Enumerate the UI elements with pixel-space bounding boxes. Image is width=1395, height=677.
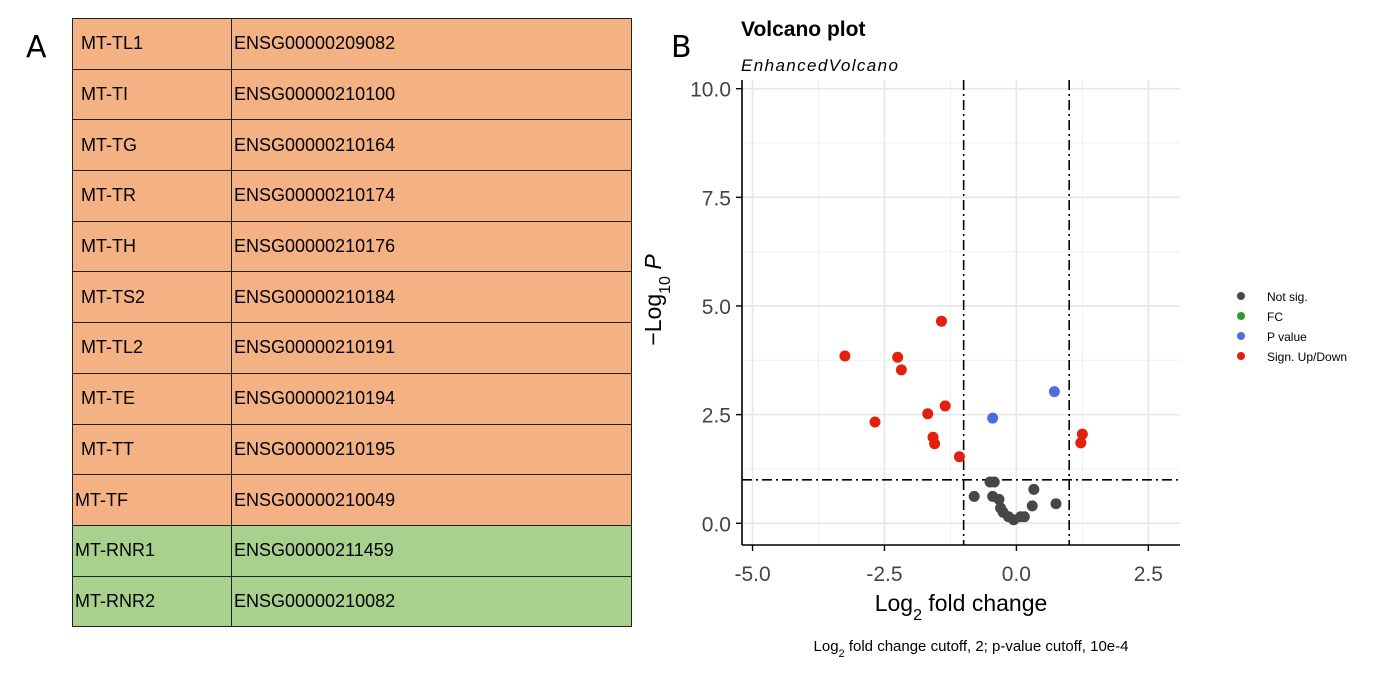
y-tick-label: 10.0 — [690, 79, 731, 102]
ensembl-id-cell: ENSG00000210164 — [231, 119, 632, 172]
ensembl-id-cell: ENSG00000210194 — [231, 372, 632, 425]
data-point — [953, 451, 965, 463]
ensembl-id-cell: ENSG00000210082 — [231, 575, 632, 628]
gene-table: MT-TL1 ENSG00000209082 MT-TI ENSG0000021010… — [72, 18, 632, 628]
chart-title: Volcano plot — [741, 18, 865, 41]
legend-label: P value — [1267, 330, 1307, 344]
y-tick-label: 0.0 — [702, 513, 731, 536]
ensembl-id-cell: ENSG00000209082 — [231, 18, 632, 70]
table-row: MT-TI ENSG00000210100 — [72, 68, 632, 121]
ensembl-id-cell: ENSG00000210191 — [231, 322, 632, 374]
legend-label: Not sig. — [1267, 290, 1308, 304]
panel-label-a: A — [26, 30, 47, 65]
data-point — [929, 438, 941, 450]
x-tick-label: -5.0 — [734, 563, 770, 586]
y-tick-label: 5.0 — [702, 296, 731, 319]
data-point — [939, 400, 951, 412]
y-axis-label: −Log10 P — [640, 254, 674, 346]
gene-symbol-cell: MT-RNR1 — [72, 524, 232, 577]
gene-symbol-cell: MT-TT — [72, 423, 232, 476]
table-row: MT-TE ENSG00000210194 — [72, 372, 632, 425]
table-row: MT-TL2 ENSG00000210191 — [72, 322, 632, 374]
data-point — [922, 408, 934, 420]
chart-caption-subscript: 2 — [839, 648, 845, 660]
x-axis-label-suffix: fold change — [922, 590, 1047, 616]
gene-symbol-cell: MT-TG — [72, 119, 232, 172]
chart-subtitle: EnhancedVolcano — [741, 56, 899, 75]
table-row: MT-TH ENSG00000210176 — [72, 220, 632, 273]
table-row: MT-RNR1 ENSG00000211459 — [72, 524, 632, 577]
x-tick-label: 0.0 — [1002, 563, 1031, 586]
y-tick-label: 7.5 — [702, 187, 731, 210]
panel-label-b: B — [671, 30, 692, 65]
data-point — [895, 364, 907, 376]
table-row: MT-TF ENSG00000210049 — [72, 474, 632, 526]
y-axis-label-prefix: −Log — [640, 294, 666, 346]
gene-symbol-cell: MT-TL1 — [72, 18, 232, 70]
table-row: MT-TS2 ENSG00000210184 — [72, 271, 632, 324]
x-axis-label-prefix: Log — [875, 590, 913, 616]
data-point — [869, 416, 881, 428]
table-row: MT-TL1 ENSG00000209082 — [72, 18, 632, 70]
y-tick-label: 2.5 — [702, 405, 731, 428]
legend-label: FC — [1267, 310, 1283, 324]
chart-caption-suffix: fold change cutoff, 2; p-value cutoff, 1… — [845, 638, 1129, 655]
data-point — [1018, 511, 1030, 523]
legend-label: Sign. Up/Down — [1267, 350, 1347, 364]
table-row: MT-RNR2 ENSG00000210082 — [72, 575, 632, 628]
data-point — [935, 315, 947, 327]
data-point — [1075, 437, 1087, 449]
data-point — [1076, 428, 1088, 440]
table-row: MT-TT ENSG00000210195 — [72, 423, 632, 476]
x-axis-label-subscript: 2 — [913, 607, 922, 624]
x-tick-label: 2.5 — [1134, 563, 1163, 586]
legend-marker — [1237, 332, 1245, 340]
chart-caption-prefix: Log — [814, 638, 839, 655]
data-point — [988, 476, 1000, 488]
gene-symbol-cell: MT-TI — [72, 68, 232, 121]
legend-marker — [1237, 352, 1245, 360]
data-point — [968, 490, 980, 502]
data-point — [987, 412, 999, 424]
ensembl-id-cell: ENSG00000211459 — [231, 524, 632, 577]
ensembl-id-cell: ENSG00000210049 — [231, 474, 632, 526]
data-point — [1050, 498, 1062, 510]
data-point — [892, 351, 904, 363]
ensembl-id-cell: ENSG00000210195 — [231, 423, 632, 476]
gene-symbol-cell: MT-TR — [72, 170, 232, 222]
ensembl-id-cell: ENSG00000210100 — [231, 68, 632, 121]
ensembl-id-cell: ENSG00000210184 — [231, 271, 632, 324]
x-tick-label: -2.5 — [866, 563, 902, 586]
data-point — [993, 493, 1005, 505]
data-point — [839, 350, 851, 362]
gene-symbol-cell: MT-TH — [72, 220, 232, 273]
gene-symbol-cell: MT-TS2 — [72, 271, 232, 324]
legend-marker — [1237, 292, 1245, 300]
y-axis-label-suffix: P — [640, 254, 666, 276]
legend-marker — [1237, 312, 1245, 320]
table-row: MT-TG ENSG00000210164 — [72, 119, 632, 172]
chart-caption: Log2 fold change cutoff, 2; p-value cuto… — [814, 638, 1129, 660]
data-point — [1026, 500, 1038, 512]
data-point — [1028, 483, 1040, 495]
data-point — [1048, 386, 1060, 398]
gene-symbol-cell: MT-TE — [72, 372, 232, 425]
x-axis-label: Log2 fold change — [875, 590, 1048, 624]
gene-symbol-cell: MT-TL2 — [72, 322, 232, 374]
ensembl-id-cell: ENSG00000210176 — [231, 220, 632, 273]
y-axis-label-subscript: 10 — [657, 276, 674, 294]
